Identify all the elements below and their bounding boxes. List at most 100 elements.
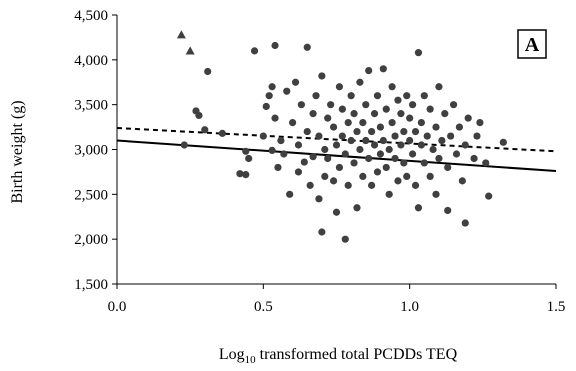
scatter-point [303,43,311,51]
scatter-point [268,146,276,154]
scatter-point [417,119,425,127]
scatter-point [476,119,484,127]
y-tick-label: 3,500 [74,98,108,114]
scatter-point [309,153,317,161]
scatter-point [318,228,326,236]
scatter-point [429,145,437,154]
scatter-point [318,72,326,80]
scatter-point [370,110,379,118]
scatter-point [382,163,390,172]
dashed-fit-line [116,126,557,153]
x-tick-label: 0.5 [254,299,273,315]
y-tick-label: 4,000 [74,53,108,69]
scatter-point [403,172,411,180]
scatter-point [347,136,355,145]
scatter-point [444,163,452,172]
scatter-point [180,141,188,149]
fit-lines [116,126,557,173]
scatter-point [321,145,329,154]
scatter-point [294,141,303,149]
scatter-point [411,181,420,189]
scatter-point [464,114,472,122]
x-axis-title-suffix: transformed total PCDDs TEQ [256,346,458,363]
scatter-point [341,150,349,158]
scatter-point [201,126,209,134]
y-tick-label: 4,500 [74,8,108,24]
scatter-point [312,92,320,100]
x-axis-title-subscript: 10 [245,354,257,366]
scatter-point [309,110,317,118]
scatter-point [438,136,446,145]
panel-label-box: A [517,29,547,59]
scatter-point [397,110,405,118]
scatter-point [385,145,393,154]
scatter-point [379,136,387,145]
scatter-point [408,101,417,109]
scatter-point [482,159,490,167]
scatter-point [408,150,417,158]
scatter-point [250,47,259,55]
y-tick-label: 2,000 [74,232,108,248]
scatter-point [403,92,411,100]
scatter-point [373,168,382,176]
scatter-point [259,132,267,140]
y-axis-title: Birth weight (g) [9,100,26,203]
scatter-point [329,123,338,131]
scatter-point [435,154,443,163]
scatter-point [347,92,355,100]
scatter-point [449,101,458,109]
scatter-point [236,170,244,178]
scatter-point [289,119,297,127]
scatter-point [265,92,273,100]
scatter-point [329,177,338,185]
scatter-point [274,163,282,172]
scatter-point [332,141,341,149]
scatter-point [388,83,396,91]
scatter-point [394,96,402,104]
scatter-point [379,65,387,73]
scatter-point [397,141,405,149]
panel-label: A [525,34,540,56]
scatter-point [335,163,344,172]
scatter-point [426,105,434,113]
y-axis-ticks: 1,500 2,000 2,500 3,000 3,500 4,000 4,500 [74,8,117,293]
scatter-point [321,172,329,180]
data-points [176,30,507,243]
scatter-point [435,83,443,91]
x-axis-title-prefix: Log [219,346,245,363]
scatter-point [499,138,507,146]
scatter-point [286,190,294,198]
scatter-point [268,83,276,91]
triangle-point [176,30,186,39]
scatter-point [461,219,469,227]
solid-fit-line [116,139,557,173]
scatter-point [373,92,382,100]
scatter-point [426,172,434,180]
scatter-point [218,129,226,137]
scatter-point [455,123,464,131]
scatter-point [414,204,423,212]
scatter-point [335,83,344,91]
scatter-point [370,141,379,149]
x-tick-label: 1.0 [400,299,419,315]
scatter-point [441,110,449,118]
scatter-point [376,150,384,158]
scatter-point [420,159,428,167]
y-tick-label: 2,500 [74,187,108,203]
scatter-point [280,150,288,158]
scatter-point [245,154,253,163]
scatter-point [353,204,361,212]
x-tick-label: 1.5 [547,299,566,315]
scatter-point [447,132,455,140]
scatter-point [271,41,279,50]
scatter-point [362,136,370,145]
scatter-point [303,127,311,136]
scatter-point [432,190,440,198]
scatter-point [324,154,332,163]
scatter-point [195,111,203,120]
scatter-point [414,49,423,57]
scatter-point [327,101,335,109]
scatter-point [338,132,346,140]
scatter-point [291,78,300,86]
